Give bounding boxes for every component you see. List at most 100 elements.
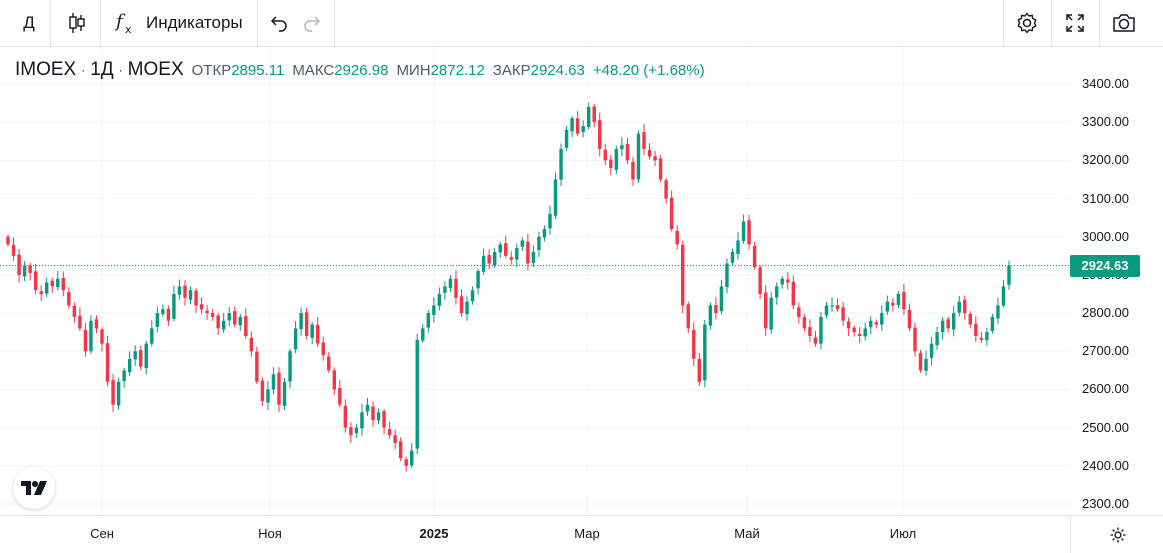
candle (548, 205, 552, 235)
candle (515, 243, 519, 268)
interval-button[interactable]: Д (12, 0, 46, 46)
toolbar-divider (50, 0, 51, 46)
candle (139, 345, 143, 370)
candle (730, 248, 735, 266)
candle (177, 279, 182, 300)
candle (277, 367, 281, 412)
candle (6, 234, 10, 247)
candle (625, 137, 630, 165)
candle (874, 319, 878, 329)
candle (924, 350, 928, 376)
candle (957, 295, 961, 317)
candle (127, 351, 132, 377)
candle (288, 348, 292, 389)
settings-button[interactable] (1008, 0, 1046, 46)
candle (852, 325, 856, 337)
candle (968, 311, 973, 328)
candle (918, 349, 923, 373)
candle (304, 308, 309, 340)
snapshot-button[interactable] (1104, 0, 1144, 46)
candle (553, 172, 558, 220)
candle (692, 322, 696, 367)
candle (719, 279, 724, 315)
candle (609, 155, 613, 176)
candle (658, 154, 663, 183)
price-tick-label: 2800.00 (1082, 305, 1129, 321)
candle (747, 214, 751, 250)
candle (979, 331, 984, 343)
candle (631, 156, 635, 186)
candle (382, 408, 386, 435)
candle (520, 237, 525, 252)
candle (293, 321, 298, 354)
price-tick-label: 2600.00 (1082, 381, 1129, 397)
candle (526, 233, 530, 271)
interval-label: Д (23, 13, 35, 32)
candle (603, 143, 607, 165)
candle (802, 314, 807, 332)
legend-separator: · (81, 63, 86, 77)
candle (338, 379, 342, 408)
candle (481, 248, 486, 275)
price-axis[interactable]: 3400.003300.003200.003100.003000.002900.… (1070, 47, 1163, 515)
redo-button[interactable] (297, 0, 327, 46)
candle (946, 316, 950, 333)
indicators-button[interactable]: f x Индикаторы (108, 0, 254, 46)
candle (813, 331, 818, 347)
chart-legend: IMOEX · 1Д · MOEX ОТКР 2895.11 МАКС 2926… (15, 58, 705, 82)
candle (421, 323, 425, 343)
candle (492, 247, 497, 269)
indicators-label: Индикаторы (146, 13, 243, 32)
candle (885, 295, 890, 315)
price-chart[interactable] (0, 47, 1070, 515)
candle (17, 248, 21, 283)
candle (703, 319, 707, 388)
candle (824, 302, 829, 319)
axis-settings-button[interactable] (1070, 515, 1163, 553)
time-axis[interactable]: Сен Ноя 2025 Мар Май Июл (0, 515, 1070, 553)
candle (315, 317, 320, 347)
price-tick-label: 3100.00 (1082, 190, 1129, 206)
tradingview-logo[interactable] (13, 467, 55, 509)
candle (902, 284, 906, 315)
candle (83, 323, 88, 357)
candles-icon (69, 13, 85, 33)
candle (216, 312, 220, 335)
legend-interval: 1Д (90, 59, 114, 80)
candle (907, 303, 912, 332)
time-tick-label: 2025 (419, 526, 449, 541)
candle (349, 422, 353, 443)
legend-open-value: 2895.11 (231, 61, 285, 79)
candle (398, 437, 403, 462)
candle (940, 316, 945, 340)
legend-high-label: МАКС (292, 61, 335, 79)
time-tick-label: Ноя (258, 526, 282, 541)
fullscreen-button[interactable] (1056, 0, 1094, 46)
time-tick-label: Сен (90, 526, 114, 541)
candle (244, 308, 248, 339)
candle (996, 297, 1000, 324)
price-tick-label: 2300.00 (1082, 496, 1129, 511)
candle (221, 313, 226, 333)
candle (150, 320, 154, 347)
candle (896, 290, 901, 309)
undo-button[interactable] (264, 0, 294, 46)
candle (675, 225, 679, 250)
toolbar-divider (1099, 0, 1100, 46)
candle (144, 340, 148, 375)
candle (365, 397, 370, 416)
candle (105, 336, 110, 387)
candle (94, 315, 99, 334)
candle (310, 321, 314, 345)
svg-text:x: x (125, 23, 132, 35)
candle (72, 302, 77, 323)
candle (951, 305, 956, 337)
candle (786, 271, 790, 290)
legend-symbol[interactable]: IMOEX (15, 59, 77, 80)
candle (564, 126, 569, 151)
candle (537, 231, 541, 257)
candle (620, 137, 624, 157)
candle (443, 281, 447, 301)
candle (913, 322, 917, 357)
chart-type-button[interactable] (58, 0, 96, 46)
